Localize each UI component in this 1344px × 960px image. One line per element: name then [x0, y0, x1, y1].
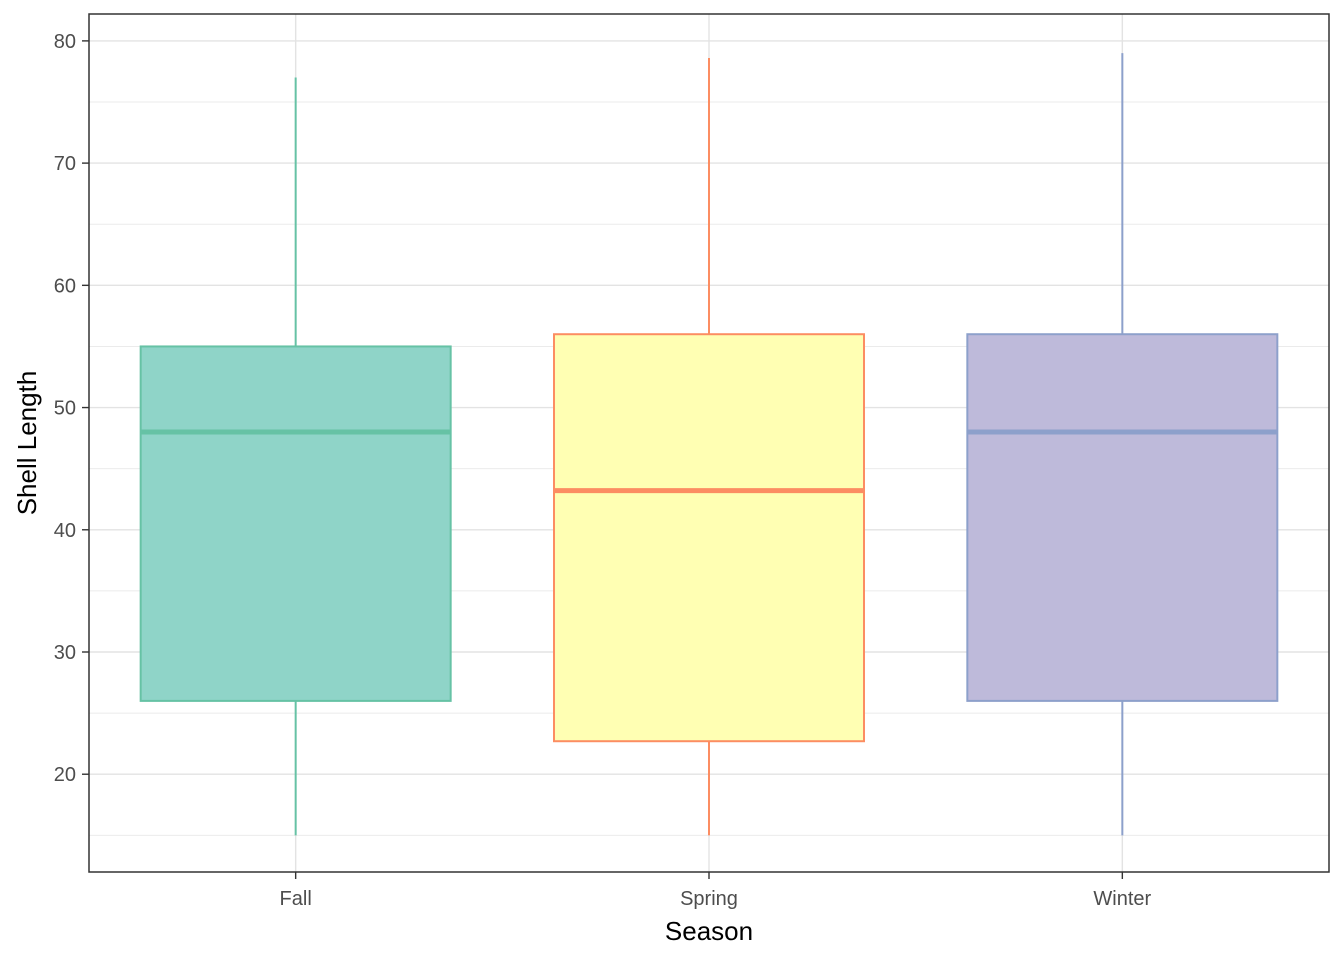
x-tick-label: Winter: [1093, 888, 1151, 910]
x-axis-ticks: Fall Spring Winter: [280, 872, 1152, 910]
y-tick-label: 40: [54, 520, 76, 542]
iqr-box: [553, 333, 865, 743]
y-tick-label: 50: [54, 398, 76, 420]
y-axis-ticks: 20 30 40 50 60 70 80: [54, 31, 89, 786]
box-fall: [139, 77, 452, 836]
y-tick-label: 60: [54, 275, 76, 297]
iqr-box: [139, 345, 452, 702]
box-spring: [553, 58, 865, 836]
x-tick-label: Fall: [280, 888, 312, 910]
y-tick-label: 20: [54, 764, 76, 786]
x-tick-label: Spring: [680, 888, 738, 910]
y-tick-label: 80: [54, 31, 76, 53]
box-winter: [966, 53, 1279, 836]
y-axis-title: Shell Length: [12, 371, 42, 516]
iqr-box: [966, 333, 1279, 702]
x-axis-title: Season: [665, 916, 753, 946]
boxes-layer: [139, 53, 1279, 836]
y-tick-label: 30: [54, 642, 76, 664]
y-tick-label: 70: [54, 153, 76, 175]
